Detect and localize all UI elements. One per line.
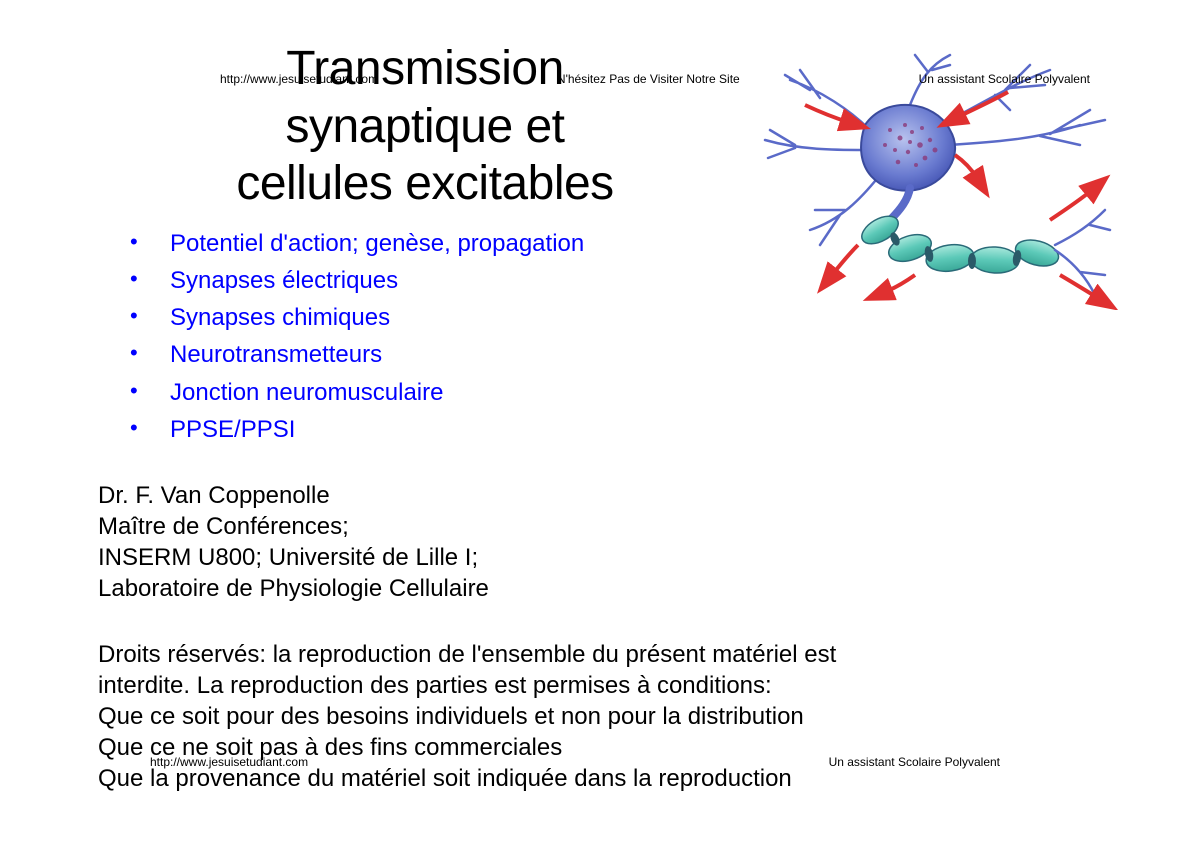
- watermark-right: Un assistant Scolaire Polyvalent: [919, 72, 1090, 86]
- list-item: Neurotransmetteurs: [130, 336, 1200, 373]
- rights-line: Droits réservés: la reproduction de l'en…: [98, 639, 1078, 670]
- watermark-middle: N'hésitez Pas de Visiter Notre Site: [557, 72, 740, 86]
- watermark-top: http://www.jesuisetudiant.com N'hésitez …: [0, 72, 1200, 86]
- watermark-right-2: Un assistant Scolaire Polyvalent: [829, 755, 1000, 769]
- author-name: Dr. F. Van Coppenolle: [98, 480, 1200, 511]
- title-line-2: synaptique et: [285, 100, 564, 153]
- rights-line: Que ce soit pour des besoins individuels…: [98, 701, 1078, 732]
- author-affiliation: INSERM U800; Université de Lille I;: [98, 542, 1200, 573]
- slide-container: http://www.jesuisetudiant.com N'hésitez …: [0, 0, 1200, 848]
- author-block: Dr. F. Van Coppenolle Maître de Conféren…: [98, 480, 1200, 605]
- watermark-url-2: http://www.jesuisetudiant.com: [150, 755, 308, 769]
- author-role: Maître de Conférences;: [98, 511, 1200, 542]
- rights-line: interdite. La reproduction des parties e…: [98, 670, 1078, 701]
- neuron-illustration: [750, 50, 1120, 310]
- watermark-url: http://www.jesuisetudiant.com: [220, 72, 378, 86]
- rights-block: Droits réservés: la reproduction de l'en…: [98, 639, 1078, 795]
- title-line-1: Transmission: [286, 42, 564, 95]
- page-title: Transmission synaptique et cellules exci…: [100, 40, 750, 213]
- watermark-bottom: http://www.jesuisetudiant.com Un assista…: [0, 755, 1200, 769]
- title-line-3: cellules excitables: [236, 157, 613, 210]
- list-item: PPSE/PPSI: [130, 411, 1200, 448]
- neuron-icon: [750, 50, 1120, 310]
- list-item: Jonction neuromusculaire: [130, 374, 1200, 411]
- author-lab: Laboratoire de Physiologie Cellulaire: [98, 573, 1200, 604]
